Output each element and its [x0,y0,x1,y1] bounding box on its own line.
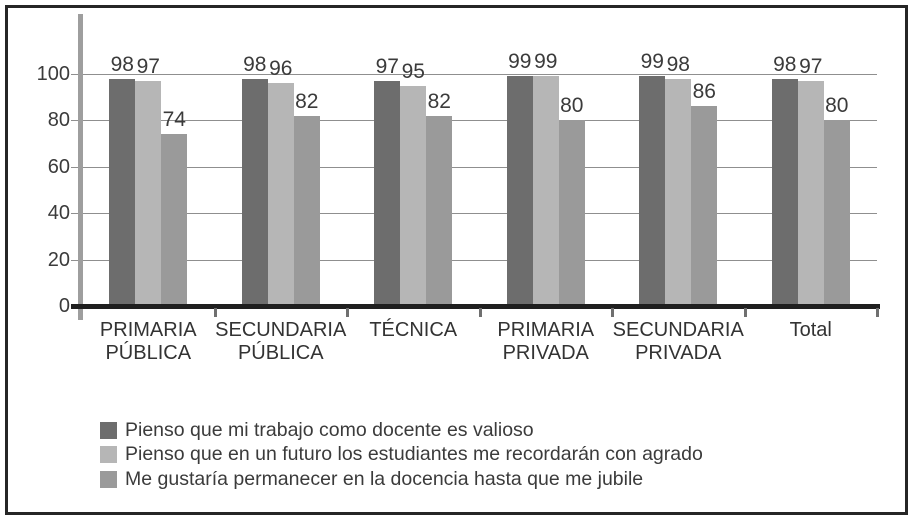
value-label-series2-cat4: 99 [534,50,558,74]
bar-series2-cat2 [267,83,294,306]
bar-series1-cat1 [109,78,136,306]
y-tick-60 [71,166,78,168]
bar-series3-cat1 [161,134,188,306]
bar-series1-cat2 [241,78,268,306]
bar-series2-cat1 [135,80,162,306]
y-axis-label-0: 0 [58,295,70,317]
y-axis-line [78,14,83,320]
y-axis-label-20: 20 [47,248,70,271]
value-label-series3-cat5: 86 [692,80,716,104]
gridline-20 [83,259,877,261]
y-tick-80 [71,120,78,122]
value-label-series3-cat2: 82 [295,89,319,113]
value-label-series1-cat2: 98 [243,52,267,76]
y-tick-40 [71,213,78,215]
x-tick-6 [876,308,879,317]
value-label-series1-cat3: 97 [375,54,399,78]
y-axis-label-40: 40 [47,202,70,225]
x-axis-label-cat2: SECUNDARIA PÚBLICA [215,319,347,364]
legend-swatch-2 [100,446,117,464]
bar-series3-cat3 [426,115,453,306]
value-label-series1-cat1: 98 [110,52,134,76]
y-axis-label-60: 60 [47,155,70,178]
x-axis-label-cat5: SECUNDARIA PRIVADA [612,319,744,364]
gridline-40 [83,213,877,215]
bar-series2-cat5 [665,78,692,306]
legend-label-1: Pienso que mi trabajo como docente es va… [125,418,534,441]
bar-series2-cat6 [797,80,824,306]
x-axis-label-cat6: Total [789,319,832,341]
x-axis-line [71,304,880,309]
value-label-series3-cat1: 74 [162,108,186,132]
y-axis-label-100: 100 [36,63,70,85]
value-label-series1-cat6: 98 [773,52,797,76]
legend-label-3: Me gustaría permanecer en la docencia ha… [125,467,644,490]
legend-item-3: Me gustaría permanecer en la docencia ha… [100,467,703,492]
legend-swatch-1 [100,421,117,439]
bar-series1-cat4 [506,76,533,306]
value-label-series2-cat2: 96 [269,57,293,81]
x-axis-label-cat4: PRIMARIA PRIVADA [497,319,595,364]
x-axis-label-cat3: TÉCNICA [369,319,458,341]
value-label-series2-cat3: 95 [401,59,425,83]
bar-series1-cat5 [639,76,666,306]
value-label-series2-cat6: 97 [799,54,823,78]
bar-series3-cat5 [691,106,718,306]
x-tick-2 [346,308,349,317]
legend: Pienso que mi trabajo como docente es va… [100,418,703,492]
value-label-series2-cat5: 98 [666,52,690,76]
bar-series1-cat6 [771,78,798,306]
gridline-80 [83,120,877,122]
legend-label-2: Pienso que en un futuro los estudiantes … [125,443,703,466]
legend-item-2: Pienso que en un futuro los estudiantes … [100,443,703,468]
bar-series3-cat6 [823,120,850,306]
legend-item-1: Pienso que mi trabajo como docente es va… [100,418,703,443]
y-axis-label-80: 80 [47,109,70,132]
value-label-series2-cat1: 97 [136,54,160,78]
y-tick-100 [71,74,78,75]
x-tick-3 [478,308,482,317]
x-tick-5 [743,308,747,317]
value-label-series3-cat6: 80 [825,94,849,118]
value-label-series1-cat4: 99 [508,50,532,74]
legend-swatch-3 [100,470,117,488]
bar-series3-cat4 [558,120,585,306]
y-tick-20 [71,259,78,261]
bar-series2-cat3 [400,85,427,306]
x-axis-label-cat1: PRIMARIA PÚBLICA [99,319,197,364]
bar-series2-cat4 [532,76,559,306]
gridline-60 [83,166,877,168]
x-tick-4 [611,308,614,317]
value-label-series3-cat4: 80 [560,94,584,118]
chart-border [5,5,908,515]
x-tick-1 [213,308,217,317]
value-label-series1-cat5: 99 [640,50,664,74]
gridline-100 [83,74,877,75]
value-label-series3-cat3: 82 [427,89,451,113]
bar-series3-cat2 [293,115,320,306]
bar-series1-cat3 [374,80,401,306]
